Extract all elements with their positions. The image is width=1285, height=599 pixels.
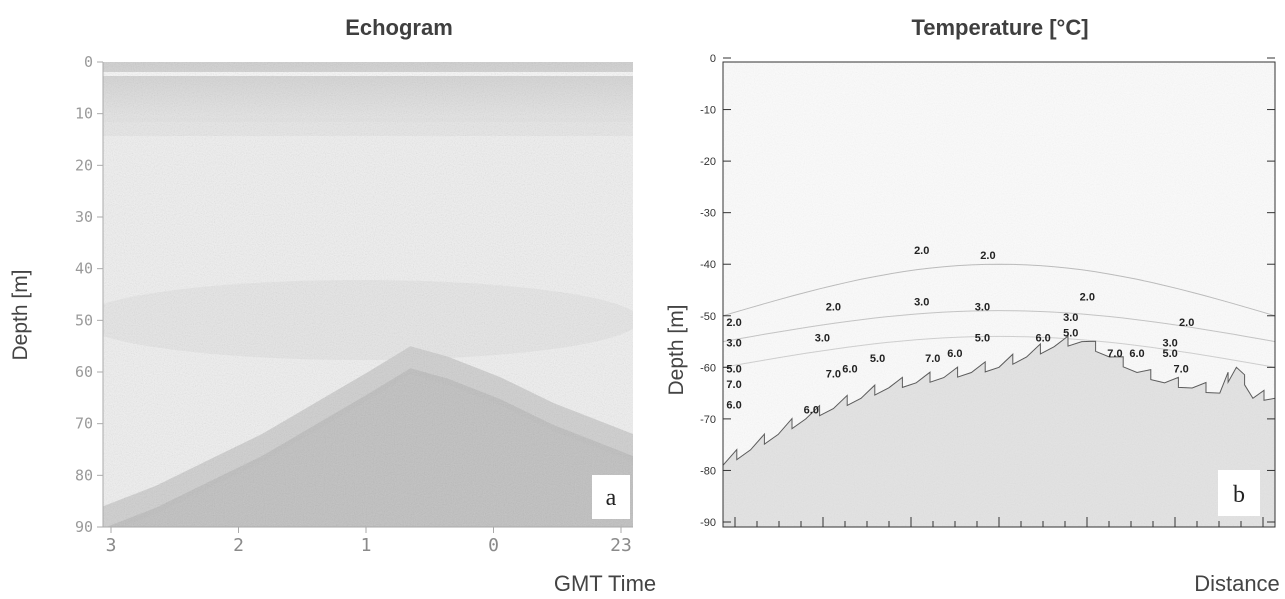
contour-label: 5.0 [1162, 348, 1177, 360]
contour-label: 2.0 [1080, 291, 1095, 303]
b-y-tick-label: -10 [700, 105, 716, 117]
b-y-tick-label: -90 [700, 517, 716, 529]
contour-label: 3.0 [1063, 312, 1078, 324]
b-y-tick-label: -40 [700, 259, 716, 271]
contour-label: 2.0 [726, 317, 741, 329]
panel-b-y-label: Depth [m] [665, 304, 688, 395]
a-y-tick-label: 20 [75, 156, 93, 174]
panel-b-x-label: Distance [1194, 571, 1280, 596]
panel-a-x-label: GMT Time [554, 571, 656, 596]
a-x-tick-label: 3 [106, 535, 117, 556]
a-y-tick-label: 10 [75, 105, 93, 123]
a-y-tick-label: 30 [75, 208, 93, 226]
contour-label: 2.0 [980, 250, 995, 262]
panel-b-title: Temperature [°C] [911, 15, 1088, 40]
contour-label: 7.0 [1174, 363, 1189, 375]
a-y-tick-label: 50 [75, 311, 93, 329]
panel-b: Temperature [°C] 0 -10 -20 -30 -40 -50 -60 -70 -… [665, 15, 1280, 596]
a-y-tick-label: 70 [75, 415, 93, 433]
a-x-tick-label: 0 [488, 535, 499, 556]
contour-label: 6.0 [842, 363, 857, 375]
contour-label: 5.0 [726, 363, 741, 375]
contour-label: 2.0 [914, 245, 929, 257]
a-y-tick-label: 40 [75, 260, 93, 278]
contour-label: 5.0 [975, 333, 990, 345]
contour-label: 3.0 [975, 302, 990, 314]
contour-labels: 2.03.05.07.06.02.03.07.0 6.05.06.02.03.07… [726, 245, 1194, 417]
b-y-tick-label: -70 [700, 414, 716, 426]
panel-a-y-ticks: 0 10 20 30 40 50 60 70 80 90 [75, 53, 103, 536]
a-x-tick-label: 2 [233, 535, 244, 556]
contour-label: 5.0 [1063, 327, 1078, 339]
b-y-tick-label: -60 [700, 362, 716, 374]
b-y-tick-label: 0 [710, 53, 716, 65]
contour-label: 7.0 [726, 379, 741, 391]
contour-label: 3.0 [726, 338, 741, 350]
panel-b-y-ticks: 0 -10 -20 -30 -40 -50 -60 -70 -80 -90 [700, 53, 1275, 529]
panel-a-tag: a [606, 485, 617, 511]
panel-b-tag: b [1233, 482, 1245, 508]
contour-label: 6.0 [947, 348, 962, 360]
contour-label: 3.0 [815, 333, 830, 345]
b-y-tick-label: -80 [700, 465, 716, 477]
contour-label: 7.0 [826, 369, 841, 381]
b-y-tick-label: -50 [700, 311, 716, 323]
panel-a-y-label: Depth [m] [9, 269, 32, 360]
a-y-tick-label: 60 [75, 363, 93, 381]
temperature-section [723, 62, 1275, 527]
panel-a-tag-box [592, 475, 630, 519]
contour-label: 7.0 [1107, 348, 1122, 360]
contour-label: 5.0 [870, 353, 885, 365]
a-x-tick-label: 1 [361, 535, 372, 556]
echogram-image [103, 62, 633, 527]
a-x-tick-label: 23 [610, 535, 632, 556]
b-y-tick-label: -20 [700, 156, 716, 168]
a-y-tick-label: 80 [75, 466, 93, 484]
contour-label: 6.0 [726, 400, 741, 412]
contour-label: 6.0 [1129, 348, 1144, 360]
a-y-tick-label: 90 [75, 518, 93, 536]
contour-label: 2.0 [1179, 317, 1194, 329]
contour-label: 2.0 [826, 302, 841, 314]
contour-label: 3.0 [914, 296, 929, 308]
contour-label: 6.0 [804, 405, 819, 417]
contour-label: 7.0 [925, 353, 940, 365]
panel-b-x-ticks [734, 517, 1264, 527]
panel-a-x-ticks: 3 2 1 0 23 [106, 527, 632, 556]
panel-a-title: Echogram [345, 15, 453, 40]
contour-label: 3.0 [1162, 338, 1177, 350]
panel-b-tag-box [1218, 470, 1260, 516]
b-y-tick-label: -30 [700, 208, 716, 220]
contour-label: 6.0 [1036, 333, 1051, 345]
a-y-tick-label: 0 [84, 53, 93, 71]
